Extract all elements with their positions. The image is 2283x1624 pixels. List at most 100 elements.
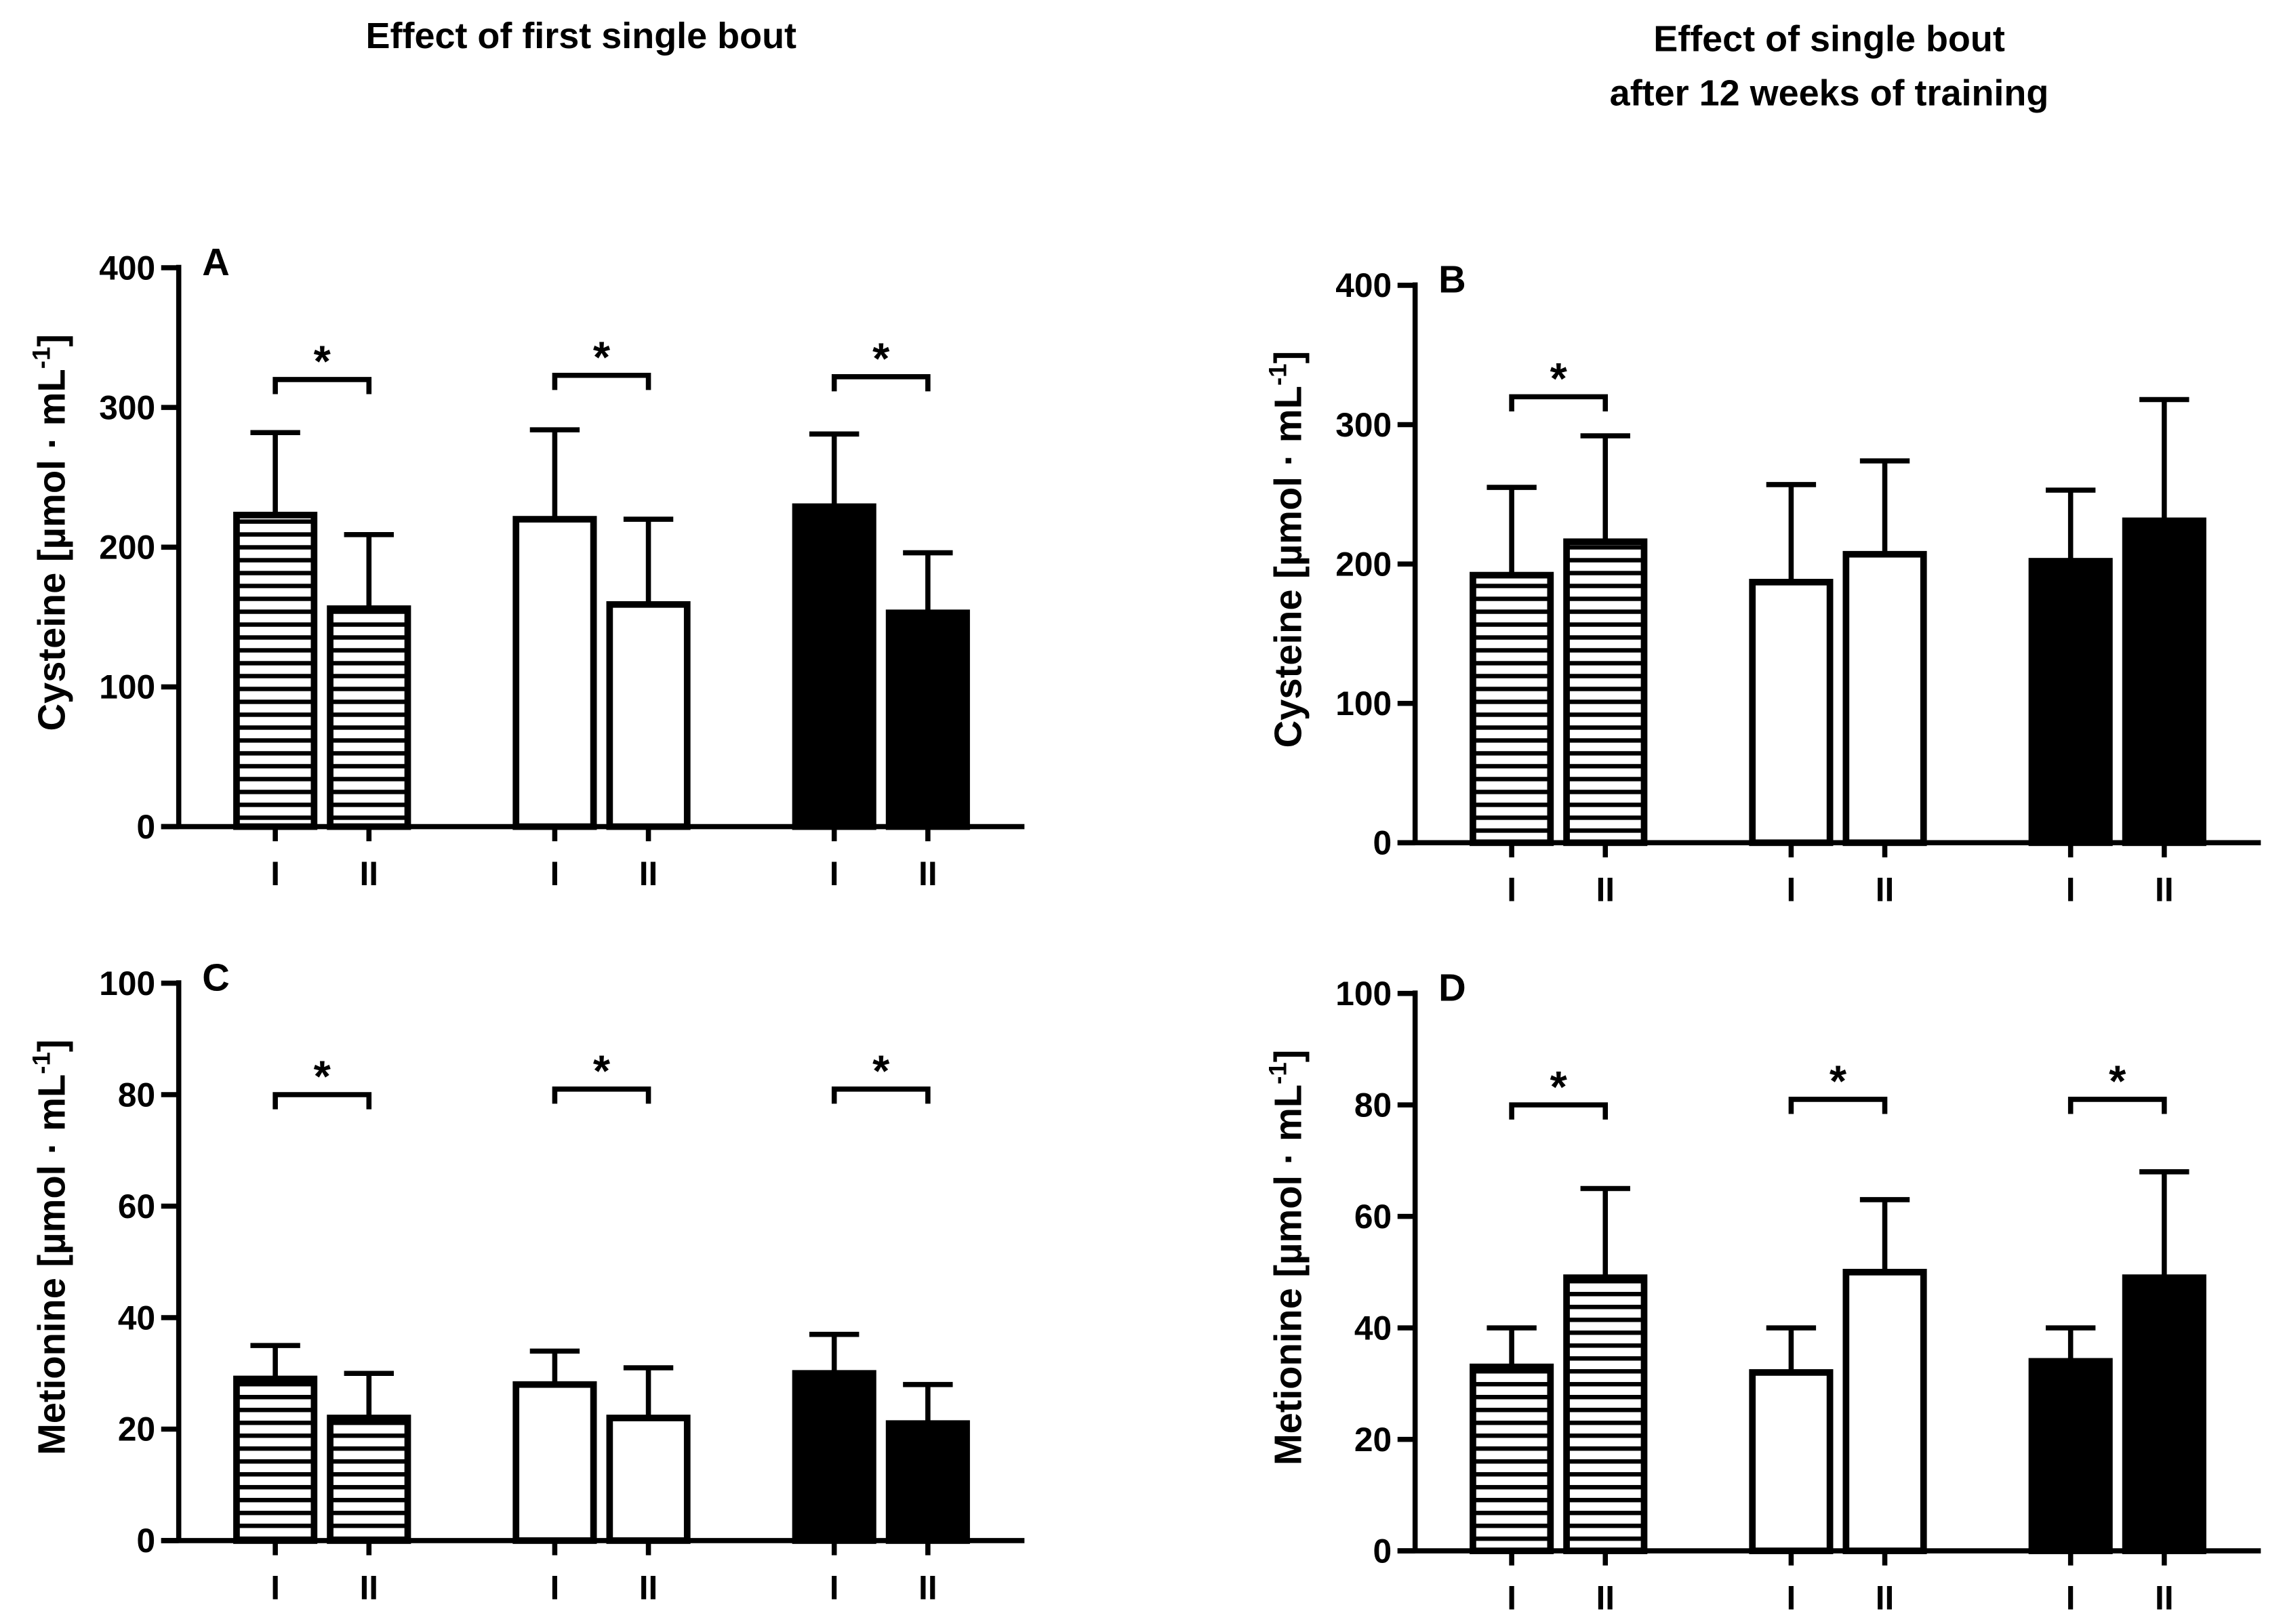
bar-white [1749,578,1834,847]
y-tick-label: 60 [1354,1198,1392,1236]
bar-black [2122,517,2206,847]
x-tick-label: II [2155,871,2174,909]
panel-letter: C [202,956,230,998]
significance-bracket [2067,1097,2167,1114]
x-tick-label: I [1787,871,1796,909]
x-tick-label: I [1507,1579,1516,1617]
bar-white [606,1415,691,1544]
bar-white [606,601,691,830]
bar-black [885,609,970,830]
y-tick-label: 100 [99,965,155,1002]
x-tick-label: I [1787,1579,1796,1617]
significance-asterisk: * [1830,1057,1847,1106]
y-tick-label: 200 [99,529,155,567]
y-tick-label: 80 [118,1076,155,1114]
significance-bracket [272,377,372,394]
y-tick-label: 400 [99,249,155,287]
significance-bracket [1509,1102,1609,1120]
y-axis-label: Metionine [µmol · mL-1] [28,1039,73,1455]
y-tick-label: 80 [1354,1086,1392,1124]
bar-striped [327,605,411,830]
x-tick-label: II [639,855,658,893]
significance-bracket [552,372,651,390]
x-tick-label: II [1596,1579,1615,1617]
x-tick-label: II [918,1568,937,1606]
y-tick-label: 60 [118,1187,155,1225]
panel-letter: A [202,241,230,283]
y-axis-label: Cysteine [µmol · mL-1] [28,334,73,731]
significance-asterisk: * [1550,1062,1568,1112]
significance-asterisk: * [872,1046,890,1095]
y-axis-label: Cysteine [µmol · mL-1] [1264,351,1310,748]
significance-asterisk: * [593,1046,611,1095]
panel-letter: D [1438,966,1466,1009]
y-tick-label: 200 [1335,545,1392,583]
y-tick-label: 100 [1335,975,1392,1013]
significance-bracket [831,1087,931,1104]
x-tick-label: II [918,855,937,893]
x-tick-label: I [550,855,560,893]
x-tick-label: II [359,855,378,893]
x-tick-label: I [2066,871,2076,909]
y-tick-label: 100 [1335,685,1392,723]
y-tick-label: 20 [1354,1421,1392,1459]
bar-black [2028,558,2113,847]
bar-white [1749,1369,1834,1554]
x-tick-label: II [639,1568,658,1606]
significance-bracket [1509,394,1609,411]
bar-striped [1470,1363,1554,1554]
x-tick-label: II [359,1568,378,1606]
significance-asterisk: * [593,332,611,382]
bar-striped [1563,1274,1648,1554]
y-tick-label: 100 [99,668,155,706]
x-tick-label: I [270,1568,280,1606]
bar-black [885,1420,970,1544]
significance-asterisk: * [872,333,890,383]
y-tick-label: 40 [118,1299,155,1337]
bar-striped [1563,538,1648,847]
x-tick-label: I [2066,1579,2076,1617]
bar-striped [327,1415,411,1544]
bar-black [792,503,876,830]
bar-white [512,1381,597,1544]
x-tick-label: I [550,1568,560,1606]
significance-asterisk: * [314,1052,331,1101]
significance-bracket [552,1087,651,1104]
bar-striped [233,1375,318,1544]
bar-striped [233,512,318,830]
y-tick-label: 400 [1335,266,1392,304]
panel-letter: B [1438,258,1466,301]
x-tick-label: I [1507,871,1516,909]
y-tick-label: 300 [99,388,155,426]
bar-black [792,1370,876,1544]
bar-striped [1470,571,1554,847]
x-tick-label: I [830,1568,839,1606]
bar-white [1842,550,1927,847]
significance-bracket [272,1092,372,1110]
x-tick-label: I [270,855,280,893]
bar-black [2122,1274,2206,1554]
y-tick-label: 0 [1373,824,1392,862]
x-tick-label: II [1876,1579,1895,1617]
significance-bracket [1788,1097,1888,1114]
significance-asterisk: * [2109,1057,2126,1106]
y-tick-label: 40 [1354,1309,1392,1347]
x-tick-label: II [1876,871,1895,909]
x-tick-label: II [2155,1579,2174,1617]
y-tick-label: 300 [1335,406,1392,444]
significance-asterisk: * [1550,354,1568,403]
x-tick-label: II [1596,871,1615,909]
y-tick-label: 0 [137,1522,156,1560]
bar-black [2028,1358,2113,1554]
significance-bracket [831,374,931,392]
bar-white [512,516,597,830]
bar-white [1842,1269,1927,1554]
y-axis-label: Metionine [µmol · mL-1] [1264,1050,1310,1466]
y-tick-label: 0 [137,808,156,846]
x-tick-label: I [830,855,839,893]
